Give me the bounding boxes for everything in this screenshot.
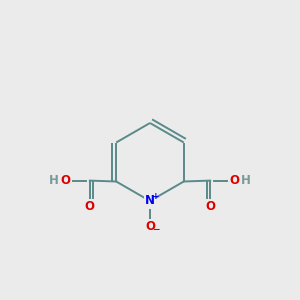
Text: H: H: [49, 173, 59, 187]
Text: O: O: [205, 200, 215, 213]
Text: H: H: [241, 173, 251, 187]
Text: O: O: [61, 174, 71, 187]
Text: O: O: [85, 200, 95, 213]
Text: −: −: [152, 225, 160, 234]
Text: +: +: [152, 192, 160, 201]
Text: N: N: [145, 194, 155, 208]
Text: O: O: [145, 220, 155, 233]
Text: O: O: [229, 174, 239, 187]
